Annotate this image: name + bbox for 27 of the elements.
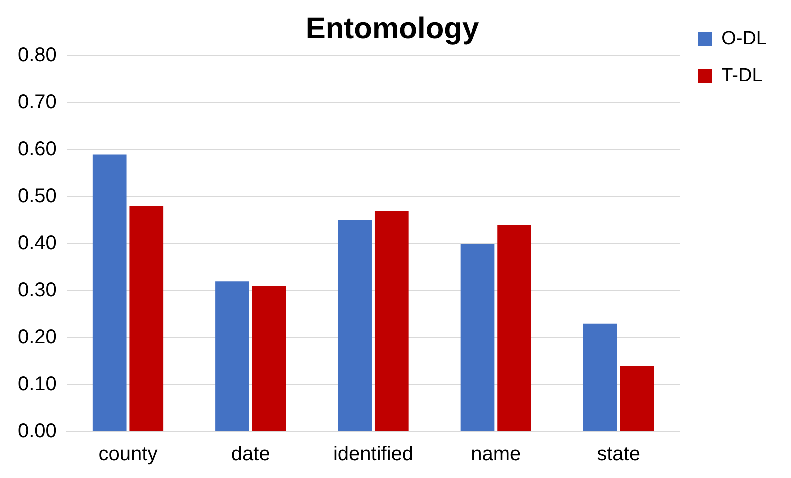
legend-label: O-DL — [722, 28, 768, 50]
bar — [130, 206, 164, 432]
y-tick-label: 0.40 — [18, 232, 57, 255]
legend-label: T-DL — [722, 66, 763, 87]
x-tick-label: name — [471, 444, 522, 466]
y-tick-label: 0.00 — [18, 420, 57, 443]
y-tick-label: 0.10 — [18, 374, 57, 396]
bar — [252, 286, 286, 432]
bar — [460, 244, 495, 432]
x-tick-label: identified — [333, 444, 414, 466]
x-tick-label: date — [231, 444, 270, 466]
chart-title: Entomology — [306, 12, 480, 46]
bar — [583, 324, 618, 432]
y-tick-label: 0.20 — [18, 326, 57, 349]
y-tick-label: 0.30 — [18, 280, 57, 302]
bar — [92, 154, 127, 432]
x-tick-label: state — [597, 444, 640, 466]
y-tick-label: 0.80 — [18, 44, 57, 67]
bar — [216, 282, 250, 432]
y-tick-label: 0.70 — [18, 92, 57, 114]
y-tick-label: 0.60 — [18, 138, 57, 161]
bar — [498, 225, 532, 432]
bar — [338, 220, 372, 432]
bar — [374, 211, 409, 432]
bar — [620, 366, 654, 432]
x-tick-label: county — [98, 444, 158, 466]
y-tick-label: 0.50 — [18, 186, 57, 208]
